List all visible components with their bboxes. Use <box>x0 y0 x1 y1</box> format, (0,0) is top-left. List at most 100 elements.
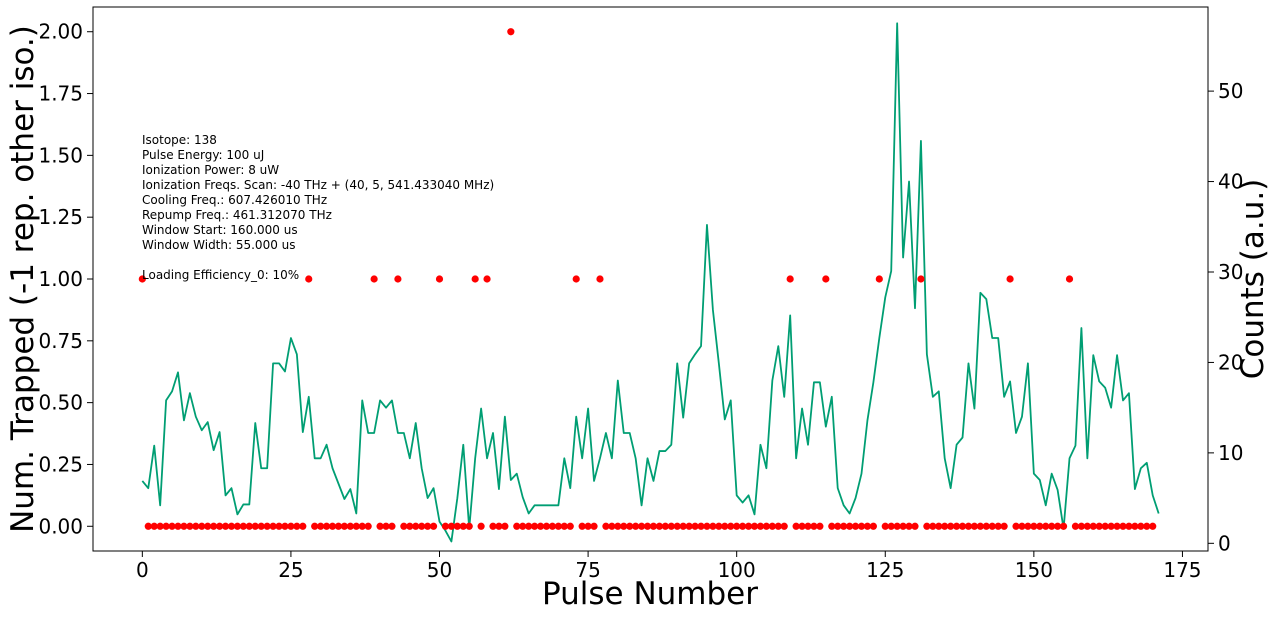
scatter-point <box>525 522 533 530</box>
scatter-point <box>768 522 776 530</box>
scatter-point <box>810 522 818 530</box>
scatter-point <box>1042 522 1050 530</box>
scatter-point <box>305 275 313 283</box>
y-axis-right: 0 10 20 30 40 50 <box>1208 79 1243 555</box>
scatter-point <box>917 275 925 283</box>
scatter-point <box>774 522 782 530</box>
scatter-point <box>614 522 622 530</box>
scatter-point <box>578 522 586 530</box>
scatter-point <box>340 522 349 530</box>
scatter-point <box>733 522 741 530</box>
scatter-point <box>204 522 212 530</box>
x-tick-label: 100 <box>718 558 756 582</box>
scatter-point <box>1048 522 1056 530</box>
scatter-point <box>269 522 277 530</box>
scatter-point <box>697 522 705 530</box>
scatter-point <box>1101 522 1109 530</box>
scatter-point <box>863 522 872 530</box>
annotation-line: Loading Efficiency_0: 10% <box>142 268 299 282</box>
scatter-point <box>792 522 800 530</box>
scatter-point <box>608 522 616 530</box>
scatter-point <box>1077 522 1085 530</box>
scatter-point <box>929 522 937 530</box>
scatter-point <box>406 522 414 530</box>
scatter-point <box>531 522 539 530</box>
scatter-point <box>162 522 170 530</box>
scatter-point <box>899 522 907 530</box>
scatter-point <box>626 522 634 530</box>
x-tick-label: 0 <box>136 558 149 582</box>
scatter-point <box>869 522 877 530</box>
scatter-point <box>893 522 901 530</box>
scatter-point <box>851 522 860 530</box>
scatter-point <box>905 522 913 530</box>
scatter-point <box>334 522 343 530</box>
y-left-tick-label: 1.25 <box>38 205 83 229</box>
scatter-point <box>1054 522 1062 530</box>
scatter-point <box>174 522 182 530</box>
scatter-point <box>816 522 824 530</box>
annotation-line: Isotope: 138 <box>142 133 217 147</box>
scatter-point <box>198 522 206 530</box>
counts-line-series <box>141 22 1160 543</box>
scatter-point <box>661 522 669 530</box>
scatter-point <box>263 522 271 530</box>
scatter-point <box>412 522 420 530</box>
scatter-point <box>637 522 646 530</box>
scatter-point <box>649 522 658 530</box>
scatter-point <box>394 275 402 283</box>
scatter-point <box>1113 522 1121 530</box>
scatter-point <box>424 522 432 530</box>
scatter-point <box>1036 522 1044 530</box>
scatter-point <box>923 522 931 530</box>
y-left-tick-label: 0.50 <box>38 391 83 415</box>
y-right-tick-label: 20 <box>1218 350 1243 374</box>
x-tick-label: 175 <box>1163 558 1201 582</box>
scatter-point <box>370 275 378 283</box>
scatter-point <box>150 522 158 530</box>
scatter-point <box>281 522 289 530</box>
scatter-point <box>1137 522 1145 530</box>
scatter-point <box>1089 522 1097 530</box>
scatter-point <box>780 522 788 530</box>
scatter-point <box>679 522 687 530</box>
scatter-point <box>299 522 307 530</box>
scatter-point <box>1107 522 1115 530</box>
y-right-tick-label: 10 <box>1218 441 1243 465</box>
scatter-point <box>210 522 218 530</box>
y-right-tick-label: 0 <box>1218 531 1231 555</box>
scatter-point <box>846 522 854 530</box>
scatter-point <box>970 522 979 530</box>
scatter-point <box>822 275 830 283</box>
scatter-point <box>798 522 806 530</box>
y-axis-right-title: Counts (a.u.) <box>1235 179 1271 380</box>
scatter-point <box>1024 522 1032 530</box>
scatter-point <box>311 522 319 530</box>
scatter-point <box>834 522 842 530</box>
scatter-point <box>245 522 253 530</box>
scatter-point <box>750 522 759 530</box>
scatter-point <box>322 522 331 530</box>
scatter-point <box>138 275 146 283</box>
scatter-point <box>317 522 325 530</box>
y-left-tick-label: 0.75 <box>38 329 83 353</box>
scatter-point <box>168 522 176 530</box>
scatter-point <box>994 522 1002 530</box>
scatter-point <box>418 522 426 530</box>
scatter-point <box>400 522 408 530</box>
scatter-point <box>744 522 753 530</box>
scatter-point <box>1059 522 1068 530</box>
scatter-point <box>727 522 735 530</box>
scatter-point <box>667 522 675 530</box>
scatter-point <box>1006 275 1014 283</box>
y-right-tick-label: 40 <box>1218 170 1243 194</box>
scatter-point <box>477 522 485 530</box>
x-axis-title: Pulse Number <box>542 576 758 612</box>
scatter-point <box>1071 522 1080 530</box>
scatter-point <box>655 522 664 530</box>
scatter-point <box>257 522 265 530</box>
scatter-point <box>435 275 444 283</box>
y-left-tick-label: 1.00 <box>38 267 83 291</box>
